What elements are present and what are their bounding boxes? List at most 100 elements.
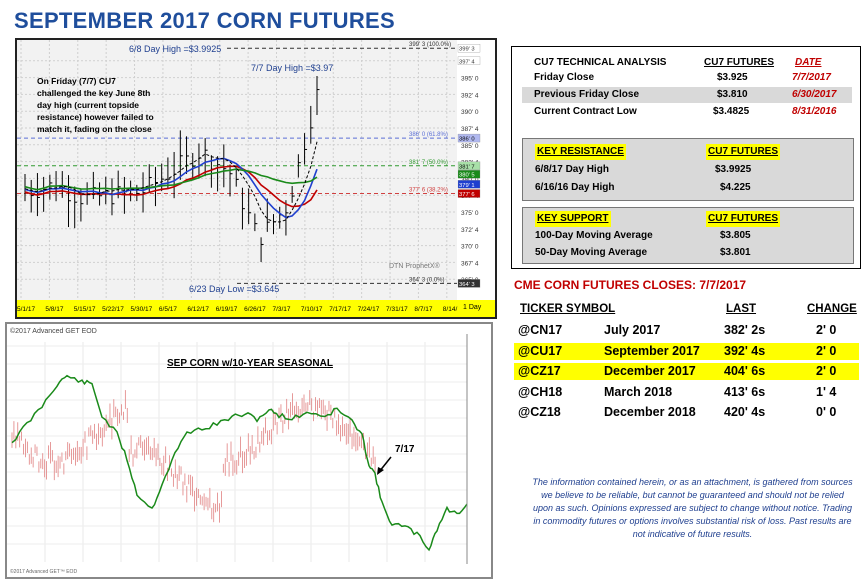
daily-chart-svg: 399' 3 (100.0%) 386' 0 (61.8%) 381' 7 (50.… [17,40,495,317]
price-tag [457,56,481,65]
x-tick-label: 8/7/17 [414,306,432,313]
closes-header-row: TICKER SYMBOL LAST CHANGE [514,303,859,319]
closes-change: 1' 4 [816,385,837,399]
x-tick-label: 6/12/17 [187,306,209,313]
support-col: CU7 FUTURES [706,211,781,227]
ta-row-date: 8/31/2016 [792,106,837,117]
x-tick-label: 7/17/17 [329,306,351,313]
ta-header-row: CU7 TECHNICAL ANALYSIS CU7 FUTURES DATE [512,55,860,71]
resistance-value: $4.225 [720,182,751,193]
note-line: challenged the key June 8th [37,88,150,98]
closes-last: 392' 4s [724,344,766,358]
closes-ticker: @CH18 [518,385,563,399]
closes-header-last: LAST [726,303,757,315]
x-tick-label: 6/5/17 [159,306,177,313]
x-tick-label: 6/26/17 [244,306,266,313]
closes-month: July 2017 [604,323,661,337]
closes-last: 420' 4s [724,405,766,419]
y-tick-label: 370' 0 [461,244,479,251]
ta-row-date: 6/30/2017 [792,89,837,100]
closes-change: 0' 0 [816,405,837,419]
support-header: KEY SUPPORT [535,211,611,227]
closes-month: September 2017 [604,344,700,358]
support-header-row: KEY SUPPORT CU7 FUTURES [523,211,853,227]
y-tick-label: 390' 0 [461,109,479,116]
price-tag [457,180,481,189]
support-label: 50-Day Moving Average [535,247,648,258]
y-tick-label: 385' 0 [461,143,479,150]
ta-header-date: DATE [795,57,822,68]
ta-row-value: $3.810 [717,89,748,100]
price-tag-label: 397' 4 [459,59,475,65]
price-tag [457,44,481,53]
seasonal-label: SEP CORN w/10-YEAR SEASONAL [167,358,333,369]
support-value: $3.805 [720,230,751,241]
moving-average-line [24,168,318,191]
resistance-row: 6/16/16 Day High $4.225 [523,180,853,196]
support-label: 100-Day Moving Average [535,230,653,241]
watermark: DTN ProphetX® [389,262,441,270]
disclaimer: The information contained herein, or as … [532,477,853,539]
price-tag-label: 364' 3 [459,282,475,288]
note-line: On Friday (7/7) CU7 [37,76,116,86]
price-tag [457,133,481,143]
support-section: KEY SUPPORT CU7 FUTURES 100-Day Moving A… [522,207,854,264]
x-tick-label: 5/1/17 [17,306,35,313]
x-tick-label: 5/30/17 [131,306,153,313]
x-tick-label: 7/31/17 [386,306,408,313]
price-tag-label: 399' 3 [459,47,475,53]
moving-average-line [24,165,318,208]
price-tag [457,161,481,170]
ta-row-value: $3.4825 [713,106,750,117]
moving-average-line [24,157,318,219]
seasonal-copyright: ©2017 Advanced GET EOD [10,327,97,335]
closes-ticker: @CN17 [518,323,563,337]
x-tick-label: 6/19/17 [216,306,238,313]
closes-row: @CZ17 December 2017 404' 6s 2' 0 [514,363,859,380]
chart-note: On Friday (7/7) CU7 challenged the key J… [37,76,154,134]
closes-title: CME CORN FUTURES CLOSES: 7/7/2017 [514,278,747,292]
ta-header-col: CU7 FUTURES [704,57,775,68]
x-tick-label: 5/15/17 [74,306,96,313]
closes-row: @CN17 July 2017 382' 2s 2' 0 [514,322,859,339]
ta-row: Current Contract Low $3.4825 8/31/2016 [512,104,860,120]
resistance-row: 6/8/17 Day High $3.9925 [523,162,853,178]
annotation-june23-low: 6/23 Day Low =$3.645 [189,284,279,294]
fib-label: 364' 3 (0.0%) [409,277,445,283]
marker-label: 7/17 [395,444,415,455]
support-row: 100-Day Moving Average $3.805 [523,228,853,244]
marker-arrowhead [377,467,384,475]
closes-change: 2' 0 [816,364,837,378]
closes-month: December 2017 [604,364,696,378]
ta-header-label: CU7 TECHNICAL ANALYSIS [534,57,667,68]
annotation-june8-high: 6/8 Day High =$3.9925 [129,44,221,54]
closes-change: 2' 0 [816,323,837,337]
price-tag-label: 379' 1 [459,183,475,189]
y-tick-label: 380' 0 [461,176,479,183]
x-tick-label: 5/8/17 [45,306,63,313]
price-tag-label: 380' 5 [459,173,475,179]
y-tick-label: 387' 4 [461,126,479,133]
price-tag [457,189,481,198]
closes-ticker: @CZ18 [518,405,561,419]
fib-label: 399' 3 (100.0%) [409,42,451,48]
x-tick-label: 7/10/17 [301,306,323,313]
price-tag [457,279,481,288]
resistance-section: KEY RESISTANCE CU7 FUTURES 6/8/17 Day Hi… [522,138,854,201]
fib-label: 386' 0 (61.8%) [409,132,448,138]
closes-row: @CU17 September 2017 392' 4s 2' 0 [514,343,859,360]
resistance-header-row: KEY RESISTANCE CU7 FUTURES [523,144,853,160]
daily-price-chart: 399' 3 (100.0%) 386' 0 (61.8%) 381' 7 (50.… [15,38,497,319]
closes-last: 404' 6s [724,364,766,378]
annotation-july7-high: 7/7 Day High =$3.97 [251,63,333,73]
ta-row-value: $3.925 [717,72,748,83]
note-line: match it, fading on the close [37,124,152,134]
resistance-value: $3.9925 [715,164,752,175]
closes-month: December 2018 [604,405,696,419]
closes-header-ticker: TICKER SYMBOL [520,303,616,315]
note-line: day high (current topside [37,100,139,110]
row-highlight [514,363,859,380]
page-title: SEPTEMBER 2017 CORN FUTURES [14,8,395,33]
seasonal-line [11,374,468,552]
y-tick-label: 395' 0 [461,76,479,83]
